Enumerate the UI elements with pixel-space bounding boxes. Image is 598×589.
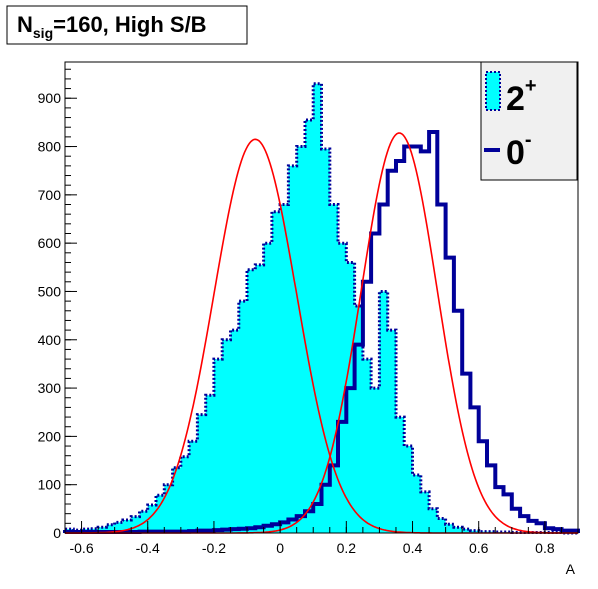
y-tick-label: 500 — [38, 283, 62, 299]
y-tick-label: 200 — [38, 428, 62, 444]
y-tick-label: 100 — [38, 477, 62, 493]
x-tick-label: 0 — [276, 540, 284, 556]
y-axis: 0 100 200 300 400 500 600 700 800 900 — [38, 68, 77, 541]
x-tick-label: 0.8 — [535, 540, 555, 556]
x-tick-label: 0.4 — [403, 540, 423, 556]
series-0minus-outline — [63, 130, 580, 534]
y-tick-label: 700 — [38, 187, 62, 203]
y-tick-label: 900 — [38, 90, 62, 106]
legend: 2+ 0- — [480, 61, 578, 181]
title-box: Nsig=160, High S/B — [6, 5, 248, 45]
x-axis: -0.6 -0.4 -0.2 0 0.2 0.4 0.6 0.8 — [64, 521, 579, 556]
y-tick-label: 600 — [38, 235, 62, 251]
title-frame — [6, 5, 248, 45]
y-tick-label: 300 — [38, 380, 62, 396]
y-tick-label: 400 — [38, 332, 62, 348]
plot-frame — [64, 61, 579, 534]
y-tick-label: 800 — [38, 139, 62, 155]
legend-label-2plus: 2+ — [506, 75, 537, 118]
x-tick-label: -0.2 — [202, 540, 226, 556]
series-2plus-fill — [65, 83, 578, 533]
legend-swatch-2plus — [485, 71, 501, 111]
y-tick-label: 0 — [53, 525, 61, 541]
chart-title: Nsig=160, High S/B — [17, 12, 207, 41]
legend-label-0minus: 0- — [506, 129, 532, 172]
x-tick-label: -0.4 — [136, 540, 160, 556]
x-tick-label: -0.6 — [69, 540, 93, 556]
x-tick-label: 0.6 — [469, 540, 489, 556]
x-tick-label: 0.2 — [337, 540, 357, 556]
series-0minus — [63, 130, 580, 534]
x-axis-label: A — [566, 561, 576, 577]
